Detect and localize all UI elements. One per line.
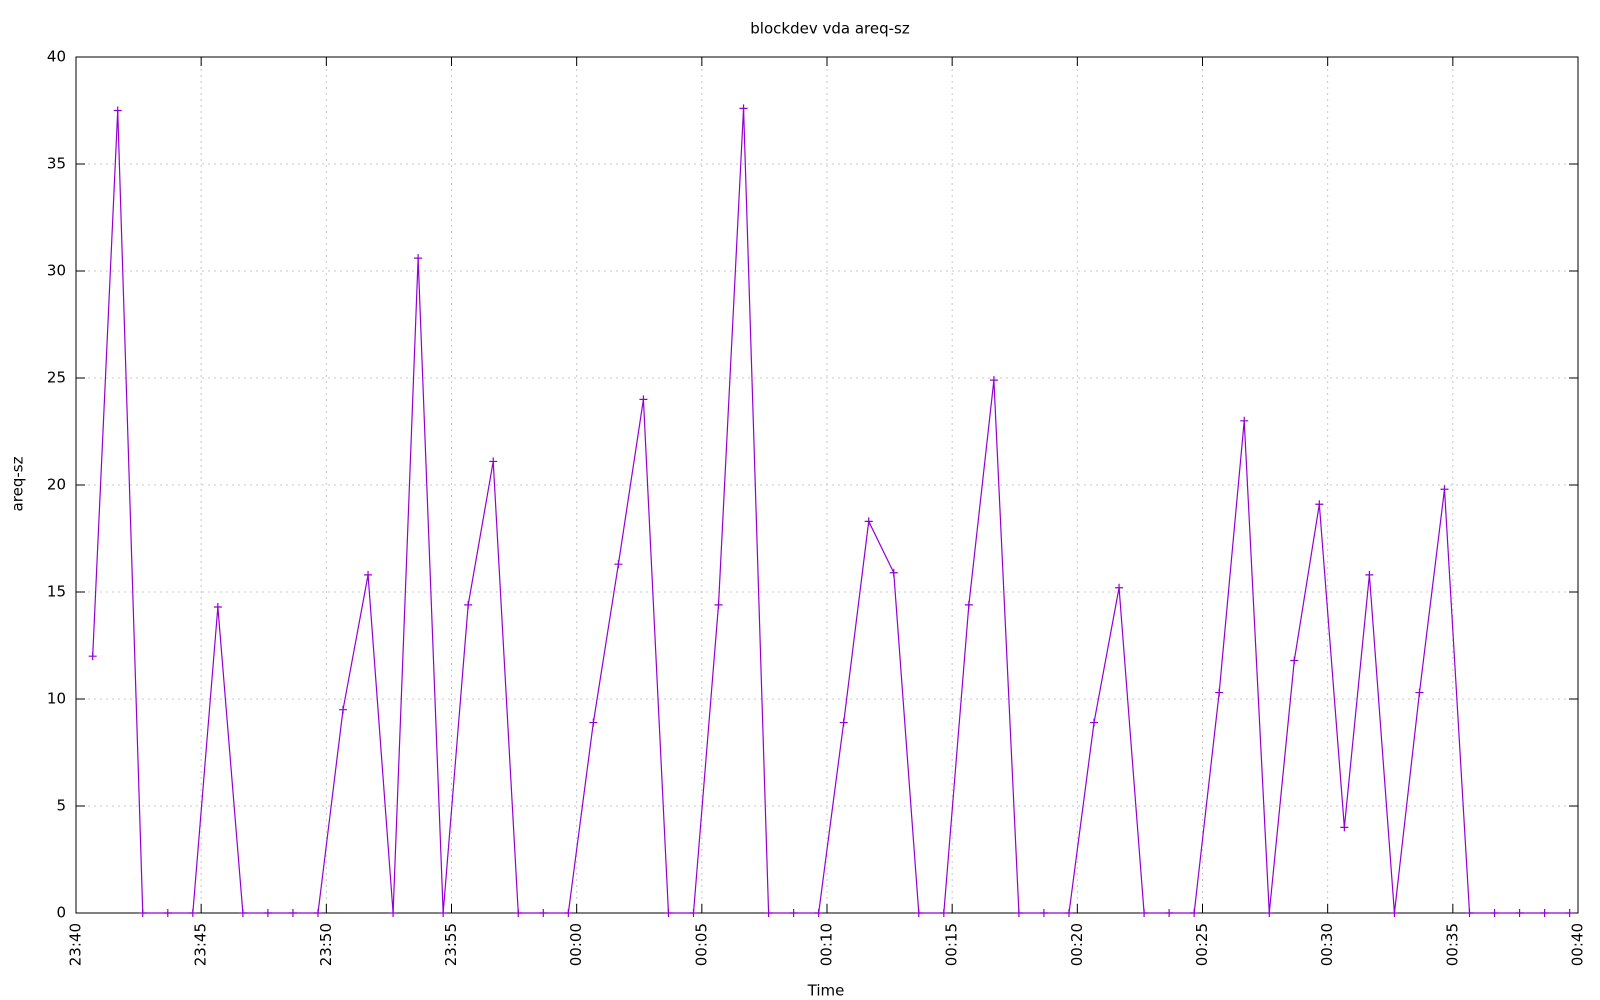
data-point: [789, 909, 798, 917]
data-point: [1390, 909, 1399, 917]
data-point: [589, 718, 598, 727]
data-point: [1165, 909, 1174, 917]
data-point: [964, 600, 973, 609]
data-point: [1215, 688, 1224, 697]
data-point: [1490, 909, 1499, 917]
data-point: [989, 376, 998, 385]
data-point: [714, 600, 723, 609]
y-tick-label: 20: [47, 476, 66, 494]
data-point: [138, 909, 147, 917]
data-point: [1465, 909, 1474, 917]
data-point: [1265, 909, 1274, 917]
data-point: [489, 457, 498, 466]
data-point: [464, 600, 473, 609]
data-point: [88, 652, 97, 661]
y-tick-label: 5: [56, 797, 66, 815]
data-point: [1540, 909, 1549, 917]
data-point: [864, 517, 873, 526]
y-tick-label: 30: [47, 262, 66, 280]
data-point: [313, 909, 322, 917]
x-tick-label: 00:00: [567, 923, 585, 966]
data-point: [163, 909, 172, 917]
x-tick-label: 00:25: [1193, 923, 1211, 966]
x-tick-label: 00:40: [1569, 923, 1587, 966]
data-point: [1140, 909, 1149, 917]
data-point: [1515, 909, 1524, 917]
y-tick-label: 15: [47, 583, 66, 601]
data-point: [764, 909, 773, 917]
data-point: [288, 909, 297, 917]
x-tick-label: 00:20: [1068, 923, 1086, 966]
x-tick-label: 00:30: [1318, 923, 1336, 966]
data-point: [364, 570, 373, 579]
x-tick-label: 23:45: [192, 923, 210, 966]
data-point: [814, 909, 823, 917]
data-point: [389, 909, 398, 917]
data-point: [889, 568, 898, 577]
data-point: [1064, 909, 1073, 917]
plot-border: [75, 56, 1579, 914]
x-tick-label: 23:55: [442, 923, 460, 966]
data-point: [188, 909, 197, 917]
data-point: [639, 395, 648, 404]
data-point: [1039, 909, 1048, 917]
data-point: [414, 254, 423, 263]
data-point: [238, 909, 247, 917]
data-point: [614, 560, 623, 569]
x-tick-label: 23:40: [67, 923, 85, 966]
data-point: [1440, 485, 1449, 494]
y-tick-label: 10: [47, 690, 66, 708]
y-tick-label: 35: [47, 155, 66, 173]
data-point: [439, 909, 448, 917]
x-tick-label: 23:50: [317, 923, 335, 966]
x-tick-label: 00:05: [692, 923, 710, 966]
y-tick-label: 25: [47, 369, 66, 387]
data-point: [939, 909, 948, 917]
x-tick-label: 00:10: [818, 923, 836, 966]
data-point: [213, 602, 222, 611]
data-point: [839, 718, 848, 727]
y-tick-label: 40: [47, 48, 66, 66]
data-point: [1340, 823, 1349, 832]
x-tick-label: 00:15: [943, 923, 961, 966]
data-point: [539, 909, 548, 917]
data-point: [664, 909, 673, 917]
x-axis-label: Time: [807, 982, 845, 1000]
chart-title: blockdev vda areq-sz: [750, 20, 910, 38]
data-point: [263, 909, 272, 917]
data-point: [914, 909, 923, 917]
y-axis-label: areq-sz: [9, 456, 27, 511]
data-point: [1315, 500, 1324, 509]
data-point: [739, 104, 748, 113]
data-point: [1115, 583, 1124, 592]
data-point: [1090, 718, 1099, 727]
data-point: [1290, 656, 1299, 665]
data-point: [113, 106, 122, 115]
data-point: [564, 909, 573, 917]
data-point: [339, 705, 348, 714]
data-point: [1240, 416, 1249, 425]
data-point: [1190, 909, 1199, 917]
data-point: [1014, 909, 1023, 917]
data-point: [1565, 909, 1574, 917]
x-tick-label: 00:35: [1443, 923, 1461, 966]
data-line: [92, 108, 1570, 914]
data-point: [1365, 570, 1374, 579]
data-point: [1415, 688, 1424, 697]
y-tick-label: 0: [56, 904, 66, 922]
data-point: [689, 909, 698, 917]
data-point: [514, 909, 523, 917]
